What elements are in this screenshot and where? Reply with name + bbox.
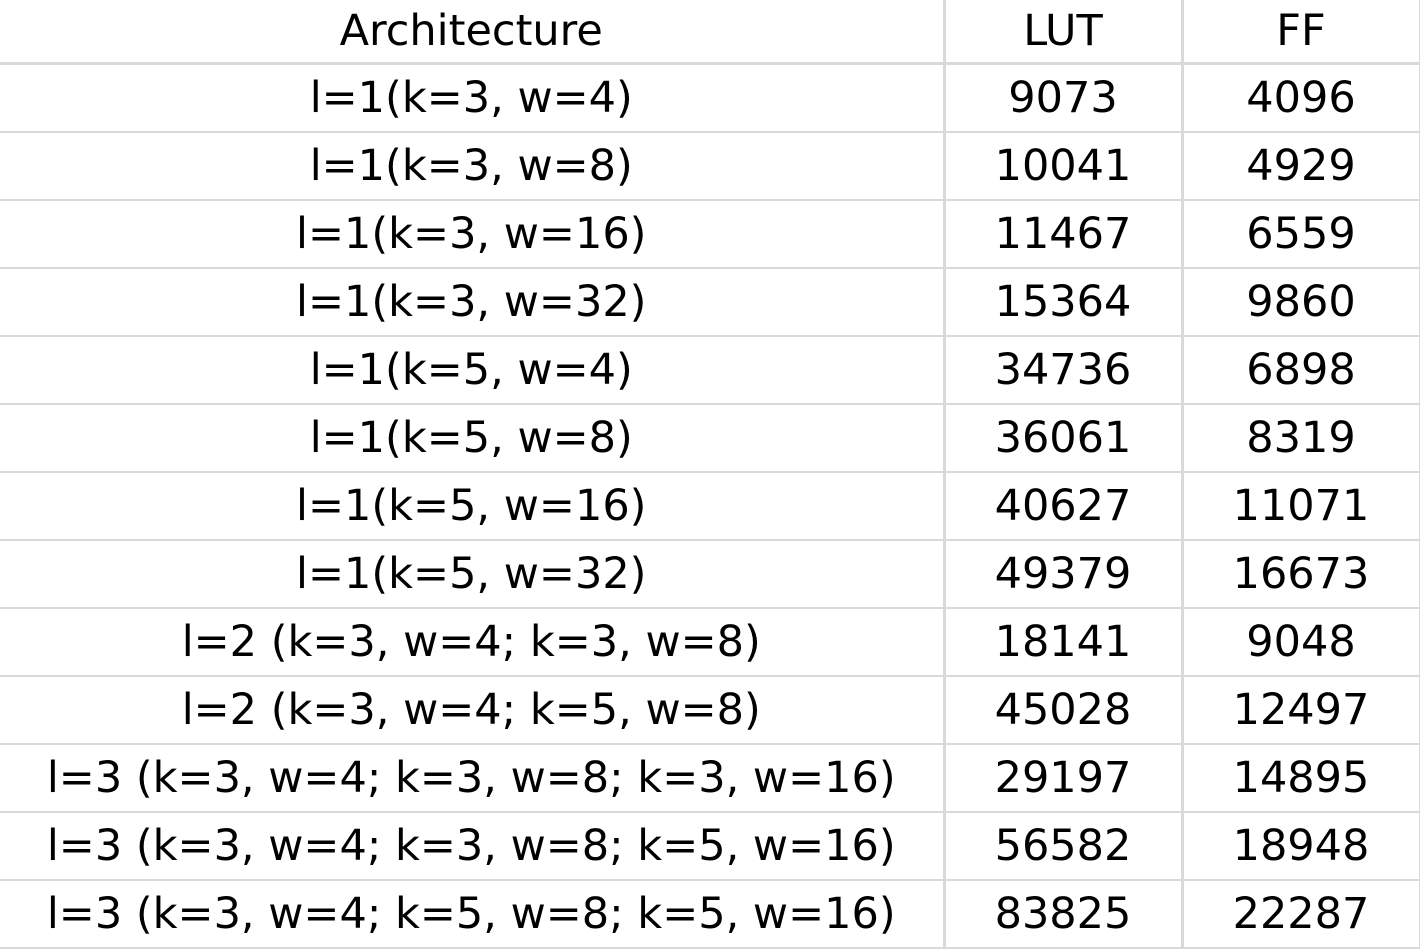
lut-cell[interactable]: 36061: [944, 404, 1184, 473]
header-row: Architecture LUT FF: [0, 0, 1420, 65]
architecture-cell[interactable]: l=1(k=3, w=32): [0, 268, 946, 337]
architecture-cell[interactable]: l=1(k=5, w=32): [0, 540, 946, 609]
lut-cell[interactable]: 34736: [944, 336, 1184, 405]
architecture-cell[interactable]: l=2 (k=3, w=4; k=3, w=8): [0, 608, 946, 677]
architecture-cell[interactable]: l=1(k=3, w=16): [0, 200, 946, 269]
lut-cell[interactable]: 18141: [944, 608, 1184, 677]
table-row: l=3 (k=3, w=4; k=3, w=8; k=3, w=16) 2919…: [0, 744, 1420, 813]
ff-cell[interactable]: 9048: [1182, 608, 1420, 677]
architecture-cell[interactable]: l=1(k=5, w=4): [0, 336, 946, 405]
table-row: l=1(k=3, w=16) 11467 6559: [0, 200, 1420, 269]
lut-cell[interactable]: 40627: [944, 472, 1184, 541]
architecture-cell[interactable]: l=3 (k=3, w=4; k=3, w=8; k=5, w=16): [0, 812, 946, 881]
architecture-cell[interactable]: l=1(k=3, w=8): [0, 132, 946, 201]
ff-cell[interactable]: 4929: [1182, 132, 1420, 201]
ff-cell[interactable]: 16673: [1182, 540, 1420, 609]
architecture-cell[interactable]: l=2 (k=3, w=4; k=5, w=8): [0, 676, 946, 745]
table-row: l=1(k=3, w=32) 15364 9860: [0, 268, 1420, 337]
table-row: l=1(k=5, w=4) 34736 6898: [0, 336, 1420, 405]
table-row: l=3 (k=3, w=4; k=5, w=8; k=5, w=16) 8382…: [0, 880, 1420, 949]
ff-cell[interactable]: 22287: [1182, 880, 1420, 949]
architecture-cell[interactable]: l=1(k=5, w=16): [0, 472, 946, 541]
ff-cell[interactable]: 9860: [1182, 268, 1420, 337]
table-row: l=1(k=3, w=8) 10041 4929: [0, 132, 1420, 201]
architecture-cell[interactable]: l=1(k=3, w=4): [0, 63, 946, 133]
lut-cell[interactable]: 49379: [944, 540, 1184, 609]
lut-cell[interactable]: 15364: [944, 268, 1184, 337]
lut-cell[interactable]: 45028: [944, 676, 1184, 745]
ff-cell[interactable]: 8319: [1182, 404, 1420, 473]
architecture-cell[interactable]: l=3 (k=3, w=4; k=3, w=8; k=3, w=16): [0, 744, 946, 813]
ff-cell[interactable]: 6898: [1182, 336, 1420, 405]
lut-cell[interactable]: 83825: [944, 880, 1184, 949]
architecture-cell[interactable]: l=1(k=5, w=8): [0, 404, 946, 473]
table-row: l=3 (k=3, w=4; k=3, w=8; k=5, w=16) 5658…: [0, 812, 1420, 881]
ff-cell[interactable]: 18948: [1182, 812, 1420, 881]
table-row: l=1(k=3, w=4) 9073 4096: [0, 63, 1420, 133]
column-header-architecture[interactable]: Architecture: [0, 0, 946, 65]
lut-cell[interactable]: 10041: [944, 132, 1184, 201]
table-row: l=2 (k=3, w=4; k=5, w=8) 45028 12497: [0, 676, 1420, 745]
table-row: l=2 (k=3, w=4; k=3, w=8) 18141 9048: [0, 608, 1420, 677]
ff-cell[interactable]: 6559: [1182, 200, 1420, 269]
table-row: l=1(k=5, w=16) 40627 11071: [0, 472, 1420, 541]
table-row: l=1(k=5, w=8) 36061 8319: [0, 404, 1420, 473]
lut-cell[interactable]: 29197: [944, 744, 1184, 813]
lut-cell[interactable]: 11467: [944, 200, 1184, 269]
ff-cell[interactable]: 14895: [1182, 744, 1420, 813]
lut-cell[interactable]: 9073: [944, 63, 1184, 133]
table-row: l=1(k=5, w=32) 49379 16673: [0, 540, 1420, 609]
architecture-cell[interactable]: l=3 (k=3, w=4; k=5, w=8; k=5, w=16): [0, 880, 946, 949]
ff-cell[interactable]: 4096: [1182, 63, 1420, 133]
column-header-ff[interactable]: FF: [1182, 0, 1420, 65]
ff-cell[interactable]: 12497: [1182, 676, 1420, 745]
ff-cell[interactable]: 11071: [1182, 472, 1420, 541]
lut-cell[interactable]: 56582: [944, 812, 1184, 881]
column-header-lut[interactable]: LUT: [944, 0, 1184, 65]
